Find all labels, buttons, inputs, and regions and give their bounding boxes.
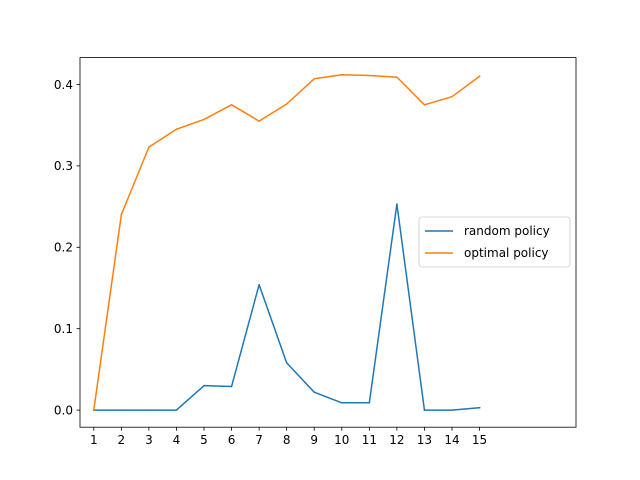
x-tick-label: 6 — [228, 433, 236, 447]
data-point-random-policy — [175, 409, 178, 411]
data-point-optimal-policy — [230, 104, 233, 106]
y-tick-label: 0.2 — [54, 241, 73, 255]
y-axis: 0.0 0.1 0.2 0.3 0.4 — [54, 78, 80, 417]
x-tick-label: 1 — [90, 433, 98, 447]
x-tick-label: 9 — [310, 433, 318, 447]
x-tick-label: 7 — [255, 433, 263, 447]
data-point-random-policy — [396, 203, 398, 205]
data-point-optimal-policy — [285, 103, 288, 105]
legend-label-optimal-policy: optimal policy — [464, 246, 549, 260]
x-tick-label: 13 — [417, 433, 432, 447]
x-tick-label: 14 — [444, 433, 459, 447]
x-tick-label: 10 — [334, 433, 349, 447]
x-tick-label: 4 — [173, 433, 181, 447]
data-point-optimal-policy — [148, 146, 150, 148]
data-point-optimal-policy — [175, 128, 178, 130]
data-point-optimal-policy — [313, 78, 315, 80]
data-point-optimal-policy — [451, 95, 453, 98]
data-point-optimal-policy — [258, 120, 260, 122]
data-point-optimal-policy — [93, 409, 95, 411]
series-layer — [92, 73, 481, 411]
x-tick-label: 8 — [283, 433, 291, 447]
y-tick-label: 0.1 — [54, 322, 73, 336]
data-point-random-policy — [478, 406, 481, 409]
data-point-random-policy — [120, 409, 123, 411]
y-tick-label: 0.3 — [54, 159, 73, 173]
legend-box — [418, 216, 571, 268]
data-point-random-policy — [423, 409, 426, 411]
plot-frame — [79, 57, 577, 428]
data-point-random-policy — [451, 409, 453, 411]
x-tick-label: 2 — [118, 433, 126, 447]
data-point-random-policy — [148, 409, 150, 411]
data-point-optimal-policy — [203, 118, 205, 121]
x-tick-label: 11 — [362, 433, 377, 447]
data-point-random-policy — [285, 362, 288, 364]
data-point-optimal-policy — [478, 75, 481, 78]
y-tick-label: 0.4 — [54, 78, 73, 92]
data-point-random-policy — [313, 391, 315, 393]
data-point-optimal-policy — [368, 74, 371, 77]
x-axis: 1 2 3 4 5 6 7 8 9 10 11 12 13 14 15 — [90, 427, 487, 447]
data-point-optimal-policy — [423, 104, 426, 106]
legend: random policy optimal policy — [418, 216, 571, 268]
legend-label-random-policy: random policy — [464, 224, 550, 238]
x-tick-label: 3 — [145, 433, 153, 447]
data-point-optimal-policy — [341, 73, 343, 76]
data-point-random-policy — [368, 402, 371, 404]
x-tick-label: 5 — [200, 433, 208, 447]
data-point-random-policy — [230, 385, 233, 388]
data-point-random-policy — [341, 402, 343, 404]
data-point-random-policy — [258, 283, 260, 286]
x-tick-label: 12 — [389, 433, 404, 447]
data-point-random-policy — [203, 384, 205, 387]
data-point-optimal-policy — [396, 76, 398, 78]
y-tick-label: 0.0 — [54, 403, 73, 417]
data-point-optimal-policy — [120, 213, 123, 216]
x-tick-label: 15 — [472, 433, 487, 447]
